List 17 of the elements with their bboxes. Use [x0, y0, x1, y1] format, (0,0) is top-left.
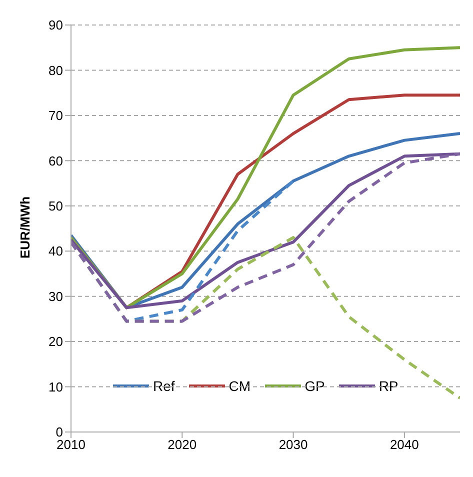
y-tick-label: 10: [48, 379, 63, 394]
y-tick-label: 20: [48, 334, 63, 350]
x-tick-label: 2040: [390, 437, 419, 452]
y-tick-label: 90: [48, 18, 63, 33]
x-tick-label: 2010: [56, 437, 86, 452]
x-tick-label: 2030: [278, 437, 308, 452]
y-tick-label: 60: [48, 153, 63, 168]
y-tick-label: 0: [56, 424, 63, 440]
x-tick-label: 2020: [168, 437, 197, 452]
y-tick-label: 40: [48, 244, 63, 259]
y-tick-label: 80: [48, 62, 63, 78]
legend-label: CM: [228, 378, 251, 394]
y-tick-label: 50: [48, 198, 63, 214]
legend-label: RP: [378, 378, 398, 394]
y-tick-label: 70: [48, 108, 63, 124]
y-tick-label: 30: [48, 288, 63, 304]
y-axis-title: EUR/MWh: [18, 196, 33, 258]
